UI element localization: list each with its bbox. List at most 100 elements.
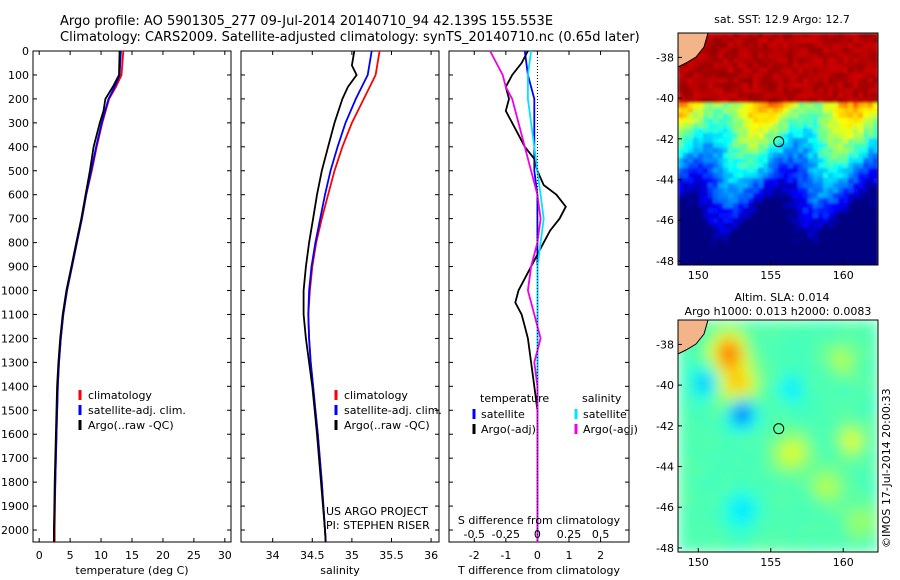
map-cell — [833, 138, 839, 144]
map-cell — [846, 432, 855, 441]
legend-label: Argo(..raw -QC) — [344, 419, 430, 432]
map-cell — [710, 376, 719, 385]
map-cell — [702, 520, 711, 529]
map-cell — [873, 113, 878, 119]
map-cell — [838, 128, 844, 134]
map-cell — [726, 464, 735, 473]
map-cell — [788, 213, 794, 219]
map-cell — [858, 118, 864, 124]
map-cell — [768, 238, 774, 244]
map-cell — [766, 528, 775, 537]
map-cell — [843, 253, 849, 259]
map-cell — [678, 504, 687, 513]
map-cell — [723, 48, 729, 54]
map-cell — [818, 33, 824, 39]
map-cell — [868, 48, 874, 54]
map-cell — [763, 178, 769, 184]
map-cell — [743, 263, 749, 265]
map-cell — [753, 118, 759, 124]
map-cell — [708, 193, 714, 199]
map-cell — [868, 83, 874, 89]
map-cell — [678, 168, 684, 174]
map-cell — [728, 53, 734, 59]
map-cell — [773, 43, 779, 49]
map-cell — [788, 243, 794, 249]
map-cell — [708, 38, 714, 44]
map-cell — [843, 163, 849, 169]
map-cell — [698, 53, 704, 59]
map-cell — [713, 178, 719, 184]
map-cell — [838, 158, 844, 164]
map-cell — [723, 218, 729, 224]
map-cell — [723, 173, 729, 179]
map-cell — [858, 153, 864, 159]
map-cell — [838, 183, 844, 189]
map-cell — [828, 113, 834, 119]
map-cell — [683, 148, 689, 154]
map-cell — [813, 243, 819, 249]
map-cell — [698, 248, 704, 254]
map-cell — [734, 432, 743, 441]
map-cell — [853, 233, 859, 239]
map-cell — [863, 118, 869, 124]
map-cell — [868, 188, 874, 194]
map-cell — [734, 368, 743, 377]
map-cell — [693, 213, 699, 219]
map-cell — [870, 528, 878, 537]
map-cell — [758, 238, 764, 244]
map-cell — [758, 368, 767, 377]
map-cell — [743, 258, 749, 264]
map-cell — [733, 233, 739, 239]
map-cell — [758, 223, 764, 229]
map-cell — [703, 188, 709, 194]
map-cell — [873, 123, 878, 129]
map-cell — [702, 352, 711, 361]
map-cell — [718, 368, 727, 377]
map-cell — [808, 198, 814, 204]
map-cell — [738, 198, 744, 204]
map-cell — [678, 392, 687, 401]
map-cell — [858, 233, 864, 239]
y-tick-label: -48 — [656, 255, 674, 268]
map-cell — [798, 368, 807, 377]
map-cell — [818, 83, 824, 89]
map-cell — [843, 48, 849, 54]
map-cell — [868, 218, 874, 224]
map-cell — [766, 536, 775, 545]
map-cell — [808, 113, 814, 119]
map-cell — [678, 544, 687, 552]
map-cell — [843, 83, 849, 89]
map-cell — [808, 153, 814, 159]
map-cell — [818, 238, 824, 244]
map-cell — [843, 178, 849, 184]
x-tick-label: 36 — [424, 549, 438, 562]
map-cell — [858, 208, 864, 214]
map-cell — [858, 198, 864, 204]
map-cell — [708, 143, 714, 149]
map-cell — [708, 83, 714, 89]
map-cell — [702, 512, 711, 521]
map-cell — [858, 258, 864, 264]
map-cell — [723, 208, 729, 214]
map-cell — [838, 243, 844, 249]
map-cell — [853, 83, 859, 89]
map-cell — [753, 48, 759, 54]
map-cell — [763, 98, 769, 104]
legend-label: climatology — [88, 389, 152, 402]
map-cell — [853, 168, 859, 174]
map-cell — [862, 472, 871, 481]
map-cell — [726, 360, 735, 369]
map-cell — [723, 123, 729, 129]
map-cell — [833, 43, 839, 49]
map-cell — [748, 233, 754, 239]
map-cell — [858, 128, 864, 134]
map-cell — [688, 203, 694, 209]
map-cell — [758, 48, 764, 54]
map-cell — [718, 38, 724, 44]
map-cell — [758, 504, 767, 513]
map-cell — [843, 98, 849, 104]
map-cell — [813, 43, 819, 49]
map-cell — [783, 243, 789, 249]
map-cell — [828, 173, 834, 179]
map-cell — [738, 263, 744, 265]
